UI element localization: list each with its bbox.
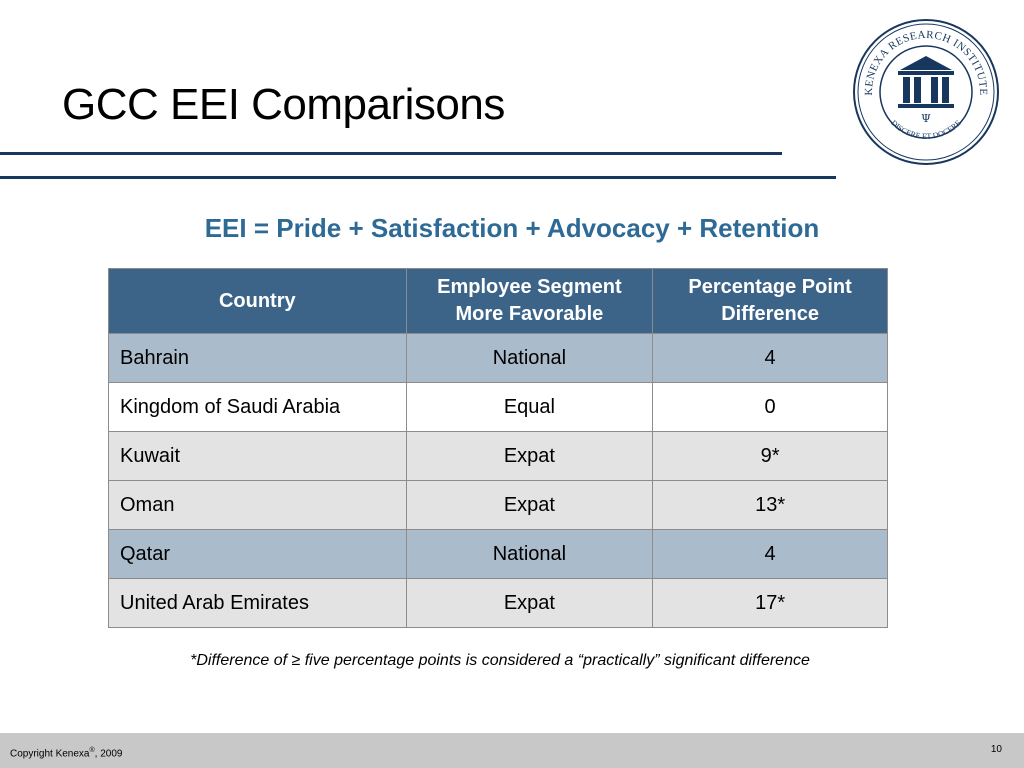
footnote-text: *Difference of ≥ five percentage points …	[190, 652, 810, 669]
difference-cell: 4	[652, 333, 888, 383]
country-cell: Oman	[108, 480, 407, 530]
header-segment-line2: More Favorable	[455, 303, 604, 325]
copyright-notice: Copyright Kenexa®, 2009	[10, 747, 122, 759]
segment-cell: Expat	[405, 578, 654, 628]
country-cell: Kuwait	[108, 431, 407, 481]
table-row: Bahrain National 4	[108, 333, 888, 383]
copyright-year: , 2009	[94, 748, 123, 760]
copyright-text: Copyright Kenexa	[10, 748, 90, 760]
title-underline-top	[0, 152, 782, 155]
header-percentage-point-difference: Percentage Point Difference	[652, 268, 888, 334]
table-row: Kuwait Expat 9*	[108, 431, 888, 481]
seal-symbol: Ψ	[921, 112, 931, 125]
kenexa-research-institute-seal: KENEXA RESEARCH INSTITUTE DISCERE ET DOC…	[853, 19, 999, 165]
slide-footer: Copyright Kenexa®, 2009 10	[0, 733, 1024, 768]
difference-cell: 13*	[652, 480, 888, 530]
table-row: Kingdom of Saudi Arabia Equal 0	[108, 382, 888, 432]
eei-formula: EEI = Pride + Satisfaction + Advocacy + …	[0, 213, 1024, 244]
header-country: Country	[108, 268, 407, 334]
difference-cell: 17*	[652, 578, 888, 628]
header-difference-line1: Percentage Point	[688, 276, 852, 298]
registered-mark: ®	[89, 747, 95, 754]
header-employee-segment: Employee Segment More Favorable	[405, 268, 654, 334]
segment-cell: Expat	[405, 480, 654, 530]
country-cell: Bahrain	[108, 333, 407, 383]
segment-cell: Equal	[405, 382, 654, 432]
table-row: Oman Expat 13*	[108, 480, 888, 530]
header-difference-line2: Difference	[721, 303, 820, 325]
header-segment-line1: Employee Segment	[437, 276, 622, 298]
difference-cell: 9*	[652, 431, 888, 481]
country-cell: Kingdom of Saudi Arabia	[108, 382, 407, 432]
table-header-row: Country Employee Segment More Favorable …	[108, 268, 888, 334]
country-cell: United Arab Emirates	[108, 578, 407, 628]
slide-title: GCC EEI Comparisons	[62, 80, 505, 129]
difference-cell: 4	[652, 529, 888, 579]
segment-cell: National	[405, 529, 654, 579]
significance-footnote: *Difference of ≥ five percentage points …	[0, 652, 1000, 670]
segment-cell: National	[405, 333, 654, 383]
page-number: 10	[990, 744, 1002, 755]
title-underline-bottom	[0, 176, 836, 179]
segment-cell: Expat	[405, 431, 654, 481]
table-row: United Arab Emirates Expat 17*	[108, 578, 888, 628]
gcc-eei-comparison-table: Country Employee Segment More Favorable …	[108, 268, 888, 628]
eei-formula-text: EEI = Pride + Satisfaction + Advocacy + …	[204, 213, 820, 243]
temple-icon	[898, 56, 954, 108]
country-cell: Qatar	[108, 529, 407, 579]
table-row: Qatar National 4	[108, 529, 888, 579]
difference-cell: 0	[652, 382, 888, 432]
